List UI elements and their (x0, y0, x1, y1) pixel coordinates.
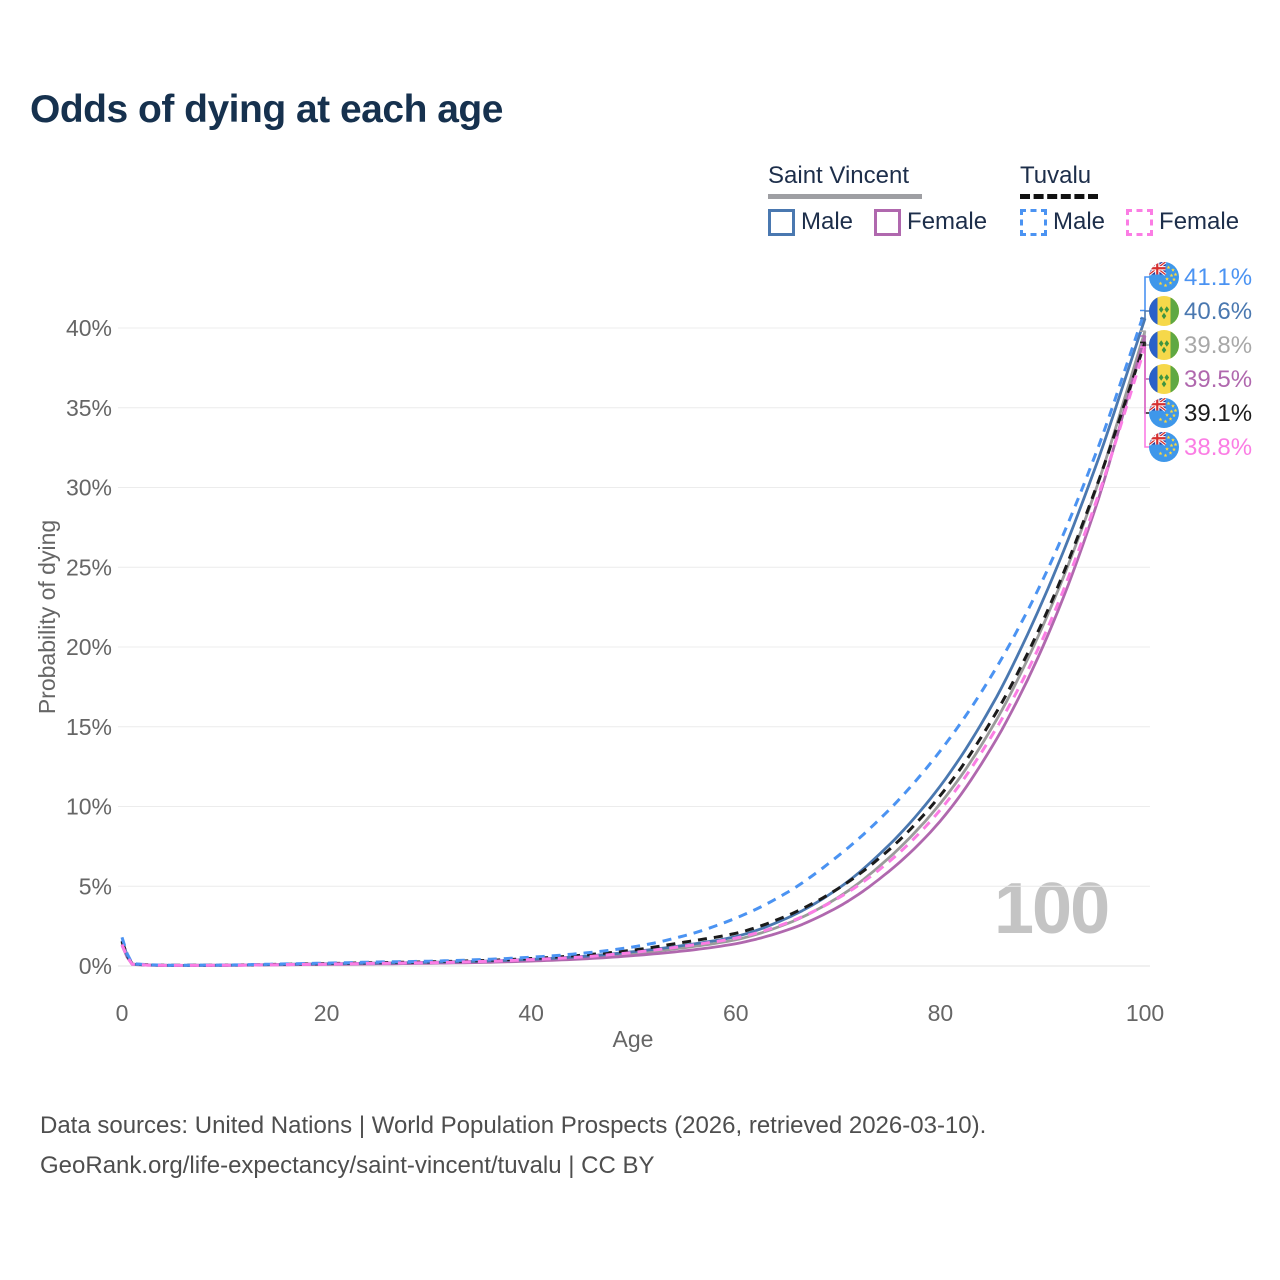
y-tick-label: 20% (66, 634, 112, 660)
data-sources-line: Data sources: United Nations | World Pop… (40, 1112, 987, 1139)
legend-tuvalu-underline-dashed (1020, 194, 1098, 199)
end-label-saint-vincent-male: 40.6% (1184, 298, 1252, 325)
y-tick-label: 40% (66, 315, 112, 341)
series-line-saint-vincent[interactable] (120, 330, 1147, 967)
x-tick-label: 100 (1126, 1000, 1164, 1026)
end-label-tuvalu-female: 38.8% (1184, 434, 1252, 461)
y-tick-label: 10% (66, 794, 112, 820)
end-label-tuvalu: 39.1% (1184, 400, 1252, 427)
legend-swatch-tuvalu-male[interactable] (1020, 208, 1047, 236)
legend-group-saint-vincent: Saint Vincent Male Female (768, 162, 987, 236)
attribution-line: GeoRank.org/life-expectancy/saint-vincen… (40, 1152, 655, 1179)
end-label-saint-vincent: 39.8% (1184, 332, 1252, 359)
end-label-connector (1140, 310, 1149, 320)
legend-label-tuvalu-male[interactable]: Male (1053, 208, 1106, 235)
x-tick-label: 40 (518, 1000, 544, 1026)
x-tick-label: 20 (314, 1000, 340, 1026)
series-line-tuvalu-male[interactable] (120, 310, 1147, 967)
saint-vincent-flag-icon (1149, 296, 1179, 326)
legend-label-tuvalu-female[interactable]: Female (1159, 208, 1240, 235)
legend-swatch-saint-vincent-female[interactable] (874, 208, 902, 236)
series-line-tuvalu[interactable] (120, 341, 1147, 967)
y-tick-label: 0% (79, 953, 112, 979)
x-tick-label: 0 (116, 1000, 129, 1026)
legend-label-saint-vincent-male[interactable]: Male (801, 208, 854, 235)
series-line-tuvalu-female[interactable] (120, 346, 1147, 967)
saint-vincent-flag-icon (1149, 364, 1179, 394)
y-tick-label: 15% (66, 714, 112, 740)
y-tick-label: 35% (66, 395, 112, 421)
y-tick-label: 5% (79, 873, 112, 899)
saint-vincent-flag-icon (1149, 330, 1179, 360)
end-label-tuvalu-male: 41.1% (1184, 264, 1252, 291)
tuvalu-flag-icon (1149, 432, 1179, 462)
y-tick-label: 25% (66, 554, 112, 580)
legend-label-saint-vincent-female[interactable]: Female (907, 208, 988, 235)
x-tick-label: 60 (723, 1000, 749, 1026)
tuvalu-flag-icon (1149, 262, 1179, 292)
end-label-connector (1140, 276, 1149, 312)
legend-tuvalu-title[interactable]: Tuvalu (1020, 162, 1092, 189)
footer: Data sources: United Nations | World Pop… (40, 1106, 986, 1186)
x-axis-title: Age (612, 1026, 654, 1052)
hover-age-watermark: 100 (994, 869, 1110, 949)
series-line-saint-vincent-male[interactable] (120, 317, 1147, 967)
series-line-saint-vincent-female[interactable] (120, 335, 1147, 967)
x-tick-label: 80 (928, 1000, 954, 1026)
legend-swatch-tuvalu-female[interactable] (1126, 208, 1154, 236)
legend-swatch-saint-vincent-male[interactable] (768, 208, 795, 236)
legend-saint-vincent-title[interactable]: Saint Vincent (768, 162, 909, 189)
legend-saint-vincent-underline-solid (768, 194, 922, 199)
y-tick-label: 30% (66, 475, 112, 501)
tuvalu-flag-icon (1149, 398, 1179, 428)
legend-group-tuvalu: Tuvalu Male Female (1020, 162, 1239, 236)
page-title: Odds of dying at each age (30, 88, 503, 131)
end-label-connector (1140, 346, 1149, 448)
end-label-saint-vincent-female: 39.5% (1184, 366, 1252, 393)
